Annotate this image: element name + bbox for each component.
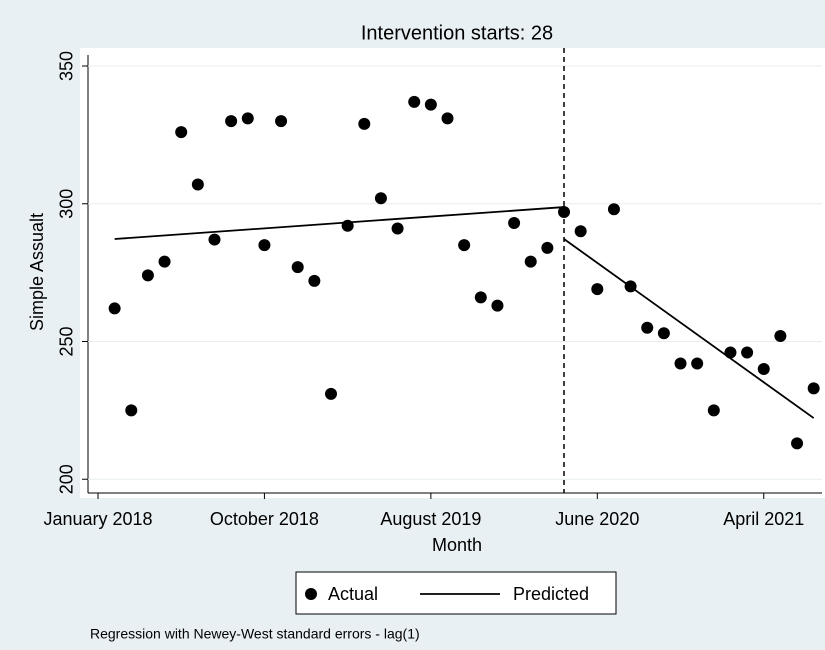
legend-box [295, 571, 617, 615]
data-point [208, 233, 221, 246]
x-tick-label: October 2018 [210, 509, 319, 529]
data-point [408, 95, 421, 108]
data-point [757, 363, 770, 376]
legend-marker [305, 588, 317, 600]
legend-label: Actual [328, 584, 378, 604]
data-point [491, 299, 504, 312]
data-point [574, 225, 587, 238]
data-point [641, 321, 654, 334]
data-point [374, 192, 387, 205]
y-tick-label: 350 [57, 51, 77, 81]
legend-label: Predicted [513, 584, 589, 604]
data-point [691, 357, 704, 370]
data-point [441, 112, 454, 125]
data-point [125, 404, 138, 417]
data-point [325, 387, 338, 400]
data-point [424, 98, 437, 111]
data-point [674, 357, 687, 370]
plot-area [80, 48, 825, 498]
data-point [175, 126, 188, 139]
predicted-line [114, 206, 815, 419]
y-axis-title: Simple Assualt [27, 213, 47, 331]
data-point [807, 382, 820, 395]
data-point [541, 241, 554, 254]
data-point [474, 291, 487, 304]
data-point [258, 239, 271, 252]
data-point [241, 112, 254, 125]
data-point [358, 117, 371, 130]
data-point [191, 178, 204, 191]
footnote: Regression with Newey-West standard erro… [90, 626, 420, 642]
data-point [524, 255, 537, 268]
y-tick-label: 250 [57, 326, 77, 356]
data-point [275, 115, 288, 128]
data-point [508, 217, 521, 230]
data-point [141, 269, 154, 282]
data-point [391, 222, 404, 235]
y-tick-label: 200 [57, 464, 77, 494]
data-point [607, 203, 620, 216]
x-tick-label: January 2018 [43, 509, 152, 529]
y-tick-label: 300 [57, 189, 77, 219]
data-point [707, 404, 720, 417]
data-point [158, 255, 171, 268]
data-point [791, 437, 804, 450]
data-point [724, 346, 737, 359]
x-axis-title: Month [432, 535, 482, 555]
data-point [291, 261, 304, 274]
data-point [657, 327, 670, 340]
x-tick-label: June 2020 [555, 509, 639, 529]
x-tick-label: August 2019 [380, 509, 481, 529]
chart-title: Intervention starts: 28 [361, 22, 553, 44]
data-point [225, 115, 238, 128]
data-point [774, 329, 787, 342]
data-point [308, 274, 321, 287]
x-tick-label: April 2021 [723, 509, 804, 529]
data-point [458, 239, 471, 252]
data-point [741, 346, 754, 359]
data-point [558, 206, 571, 219]
data-point [108, 302, 121, 315]
data-point [591, 283, 604, 296]
